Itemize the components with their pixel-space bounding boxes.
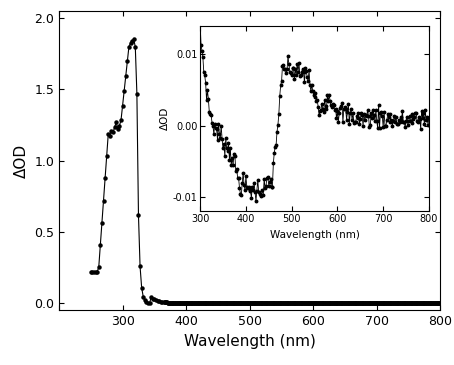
- Y-axis label: ΔOD: ΔOD: [14, 143, 29, 178]
- X-axis label: Wavelength (nm): Wavelength (nm): [184, 334, 316, 349]
